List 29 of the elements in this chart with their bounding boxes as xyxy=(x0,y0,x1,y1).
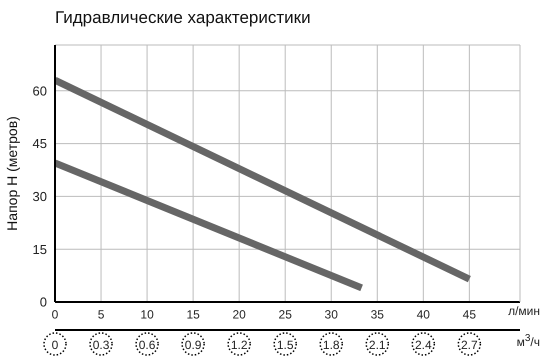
x-tick-label: 40 xyxy=(416,308,430,322)
x-tick-label: 25 xyxy=(278,308,292,322)
x2-tick-label: 2.4 xyxy=(414,338,432,352)
x-tick-label: 0 xyxy=(52,308,59,322)
x2-tick-label: 0 xyxy=(52,338,59,352)
x-tick-label: 15 xyxy=(186,308,200,322)
x-tick-label: 35 xyxy=(370,308,384,322)
x-tick-label: 5 xyxy=(98,308,105,322)
chart-title: Гидравлические характеристики xyxy=(55,8,311,28)
y-tick-label: 60 xyxy=(32,83,47,98)
x-axis-title: л/мин xyxy=(508,304,540,318)
x2-tick-label: 0.9 xyxy=(184,338,202,352)
x-tick-label: 20 xyxy=(232,308,246,322)
x2-tick-label: 1.2 xyxy=(230,338,248,352)
y-axis-title: Напор Н (метров) xyxy=(4,116,20,231)
x2-axis-title: м$^{3}$/ч xyxy=(516,333,540,349)
x2-tick-label: 2.7 xyxy=(461,338,478,352)
x-tick-label: 10 xyxy=(140,308,154,322)
x2-tick-label: 1.5 xyxy=(276,338,294,352)
y-tick-label: 15 xyxy=(32,242,47,257)
x-tick-label: 45 xyxy=(462,308,476,322)
x2-tick-label: 2.1 xyxy=(368,338,386,352)
y-tick-label: 30 xyxy=(32,189,47,204)
x2-tick-label: 0.6 xyxy=(138,338,156,352)
x2-tick-label: 0.3 xyxy=(92,338,110,352)
x-tick-label: 30 xyxy=(324,308,338,322)
x2-tick-label: 1.8 xyxy=(322,338,340,352)
y-tick-label: 45 xyxy=(32,136,47,152)
y-tick-label: 0 xyxy=(40,294,47,310)
